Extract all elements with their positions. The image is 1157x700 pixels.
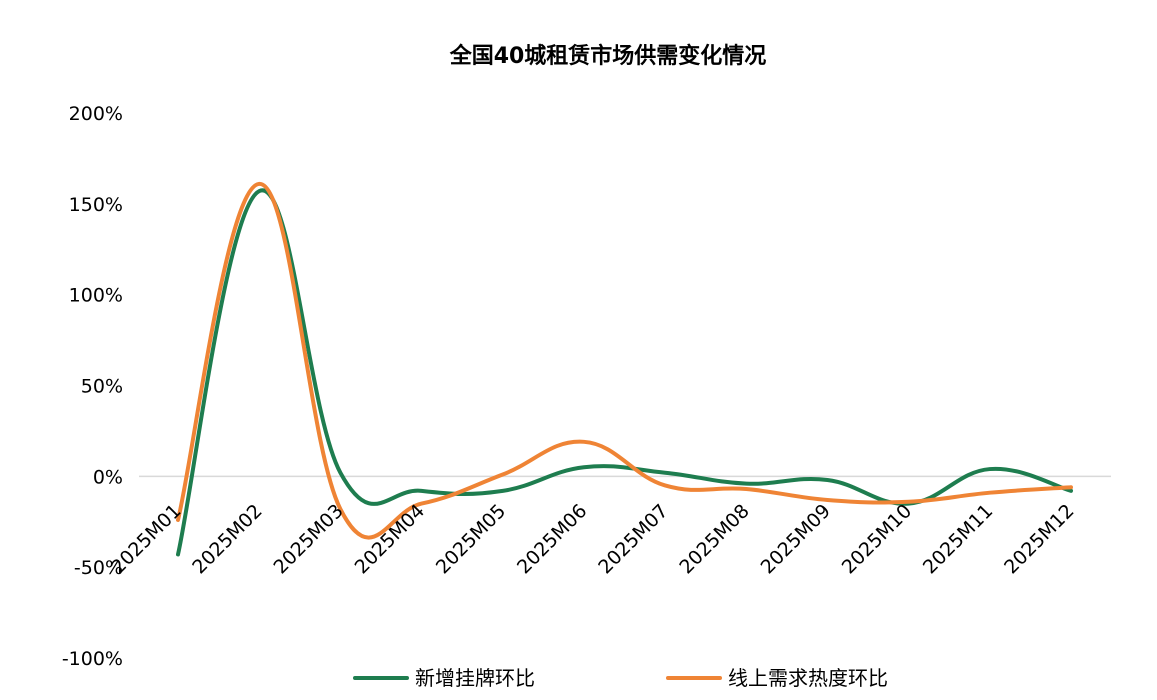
y-tick-label: 0% [93,466,123,488]
x-tick-label: 2025M04 [351,500,429,578]
y-tick-label: -100% [62,648,123,670]
y-tick-label: 50% [81,376,123,398]
x-tick-label: 2025M06 [513,500,591,578]
chart-title: 全国40城租赁市场供需变化情况 [449,43,767,69]
x-tick-label: 2025M10 [838,500,916,578]
y-tick-label: -50% [74,557,123,579]
legend: 新增挂牌环比 线上需求热度环比 [353,666,888,690]
y-tick-label: 150% [69,194,123,216]
y-tick-label: 100% [69,285,123,307]
y-tick-label: 200% [69,103,123,125]
x-tick-label: 2025M07 [594,500,672,578]
x-tick-label: 2025M11 [919,500,997,578]
x-tick-label: 2025M05 [432,500,510,578]
legend-label-1: 新增挂牌环比 [415,666,535,690]
series-layer [176,181,1073,557]
x-tick-label: 2025M12 [1000,500,1078,578]
y-axis: 200% 150% 100% 50% 0% -50% -100% [62,103,123,670]
x-tick-label: 2025M03 [269,500,347,578]
series-line-2 [176,181,1073,540]
x-tick-label: 2025M02 [188,500,266,578]
x-tick-label: 2025M08 [675,500,753,578]
x-tick-label: 2025M09 [757,500,835,578]
x-tick-label: 2025M01 [107,500,185,578]
x-axis: 2025M01 2025M02 2025M03 2025M04 2025M05 2025M… [107,500,1078,578]
legend-label-2: 线上需求热度环比 [728,666,888,690]
